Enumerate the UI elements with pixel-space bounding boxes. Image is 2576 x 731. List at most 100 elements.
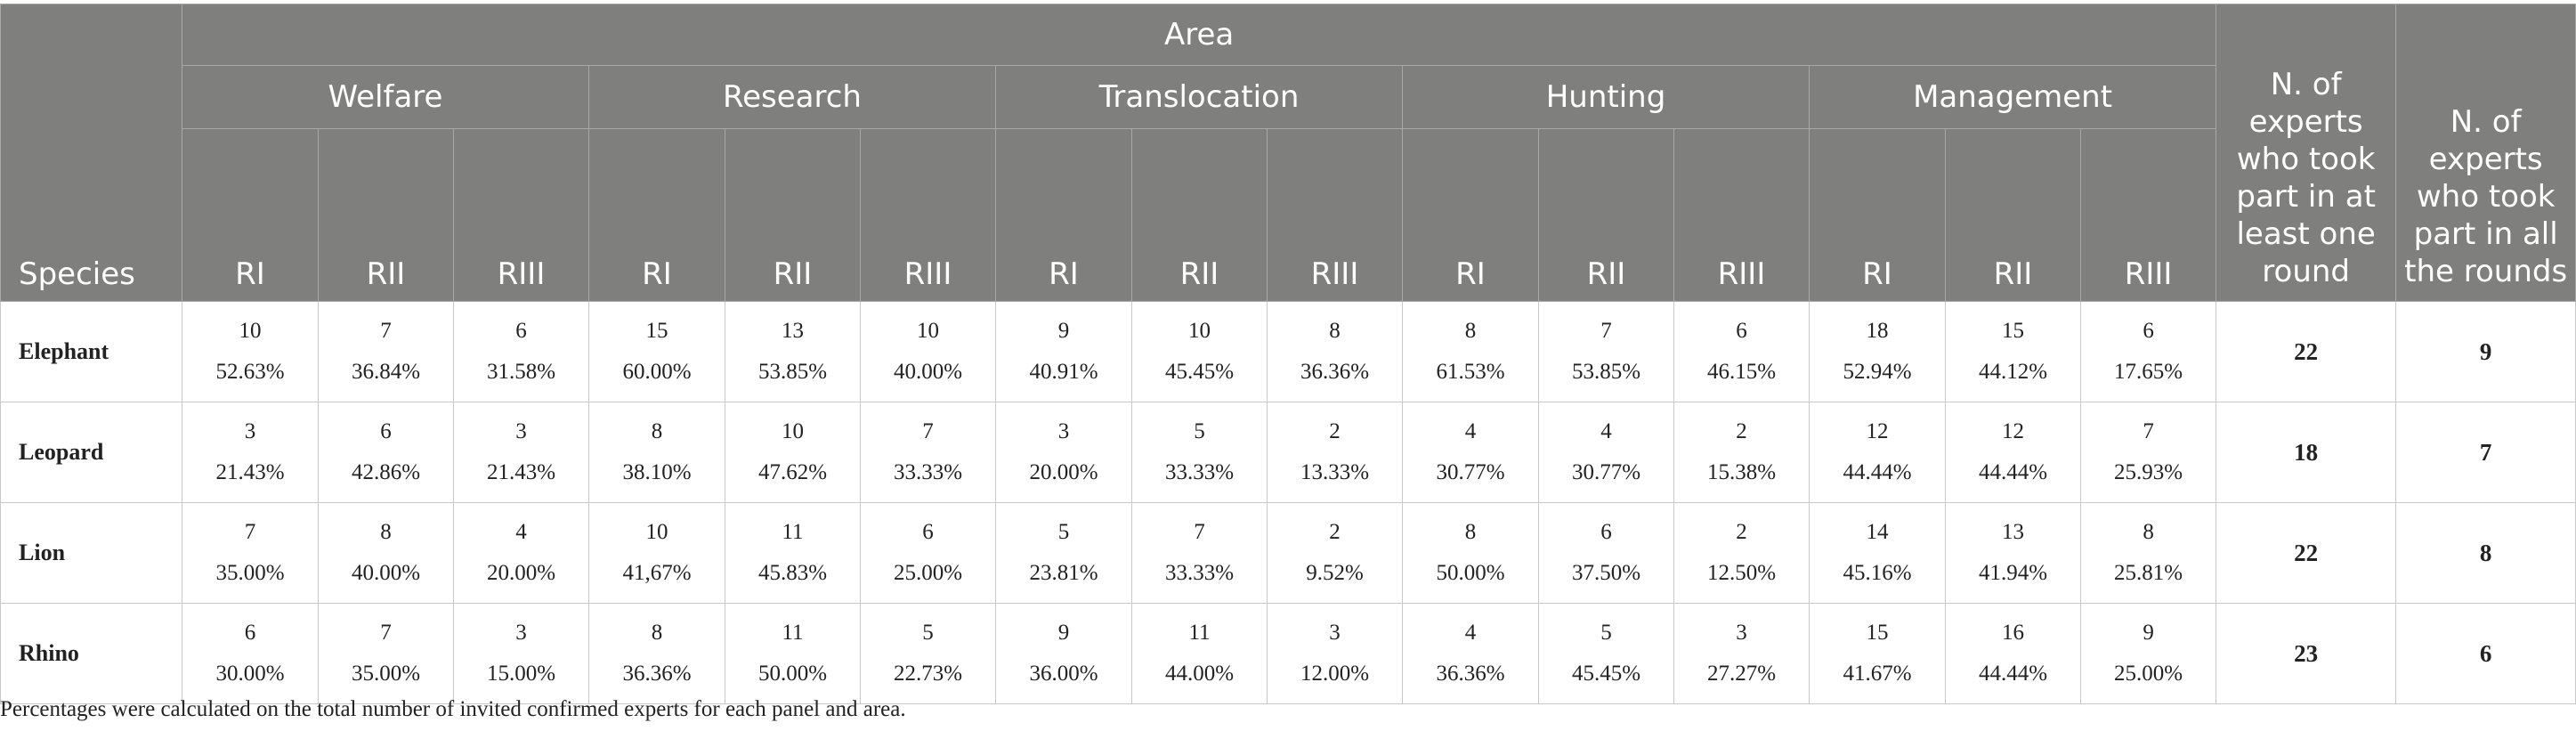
expert-count: 11 <box>782 621 804 645</box>
expert-count: 6 <box>1600 520 1612 544</box>
expert-count: 6 <box>2143 319 2154 343</box>
count-cell: 7 36.84% <box>318 301 454 402</box>
expert-count: 8 <box>651 419 663 443</box>
count-cell: 9 36.00% <box>995 603 1132 704</box>
count-cell: 11 50.00% <box>725 603 861 704</box>
expert-percentage: 31.58% <box>486 360 556 384</box>
count-cell: 2 12.50% <box>1673 502 1810 604</box>
expert-count: 10 <box>917 319 939 343</box>
count-cell: 7 33.33% <box>1131 502 1268 604</box>
expert-count: 18 <box>1866 319 1889 343</box>
table-container: Species Area N. of experts who took part… <box>0 4 2576 704</box>
expert-percentage: 21.43% <box>215 460 285 484</box>
area-group-header: Hunting <box>1402 65 1810 129</box>
expert-percentage: 52.94% <box>1843 360 1912 384</box>
count-cell: 7 35.00% <box>318 603 454 704</box>
expert-count: 13 <box>782 319 804 343</box>
count-cell: 2 9.52% <box>1267 502 1403 604</box>
expert-percentage: 40.00% <box>893 360 963 384</box>
expert-percentage: 20.00% <box>486 561 556 585</box>
expert-count: 7 <box>380 621 392 645</box>
count-cell: 8 61.53% <box>1402 301 1539 402</box>
expert-percentage: 25.81% <box>2114 561 2183 585</box>
round-header: RIII <box>2079 128 2217 302</box>
expert-count: 6 <box>244 621 256 645</box>
count-cell: 6 46.15% <box>1673 301 1810 402</box>
expert-percentage: 45.45% <box>1164 360 1235 384</box>
expert-percentage: 44.44% <box>1978 662 2048 686</box>
area-group-header: Translocation <box>995 65 1403 129</box>
count-cell: 7 53.85% <box>1538 301 1674 402</box>
expert-count: 2 <box>1329 520 1341 544</box>
expert-count: 3 <box>244 419 256 443</box>
at-least-one-count: 23 <box>2216 603 2397 704</box>
count-cell: 12 44.44% <box>1945 402 2081 503</box>
expert-percentage: 42.86% <box>351 460 421 484</box>
count-cell: 6 31.58% <box>453 301 589 402</box>
expert-count: 8 <box>1464 520 1477 544</box>
count-cell: 8 36.36% <box>588 603 725 704</box>
expert-percentage: 33.33% <box>893 460 963 484</box>
at-least-one-count: 22 <box>2216 301 2397 402</box>
expert-percentage: 15.38% <box>1706 460 1777 484</box>
all-rounds-header: N. of experts who took part in all the r… <box>2395 4 2576 302</box>
expert-count: 6 <box>1736 319 1747 343</box>
round-header: RII <box>1131 128 1268 302</box>
count-cell: 4 30.77% <box>1538 402 1674 503</box>
expert-percentage: 12.00% <box>1300 662 1370 686</box>
expert-percentage: 22.73% <box>893 662 963 686</box>
expert-count: 11 <box>782 520 804 544</box>
experts-table: Species Area N. of experts who took part… <box>0 4 2576 704</box>
count-cell: 3 21.43% <box>453 402 589 503</box>
species-header: Species <box>0 4 182 302</box>
count-cell: 13 53.85% <box>725 301 861 402</box>
expert-percentage: 40.91% <box>1029 360 1098 384</box>
expert-count: 9 <box>1057 621 1070 645</box>
expert-count: 10 <box>1188 319 1211 343</box>
round-header: RI <box>182 128 319 302</box>
expert-count: 5 <box>922 621 934 645</box>
expert-count: 5 <box>1600 621 1612 645</box>
expert-percentage: 45.16% <box>1843 561 1912 585</box>
expert-percentage: 36.36% <box>1436 662 1505 686</box>
count-cell: 3 20.00% <box>995 402 1132 503</box>
species-name: Elephant <box>0 301 182 402</box>
count-cell: 15 44.12% <box>1945 301 2081 402</box>
count-cell: 10 52.63% <box>182 301 319 402</box>
count-cell: 5 22.73% <box>860 603 996 704</box>
expert-percentage: 27.27% <box>1706 662 1777 686</box>
count-cell: 4 30.77% <box>1402 402 1539 503</box>
table-row: Elephant 10 52.63% 7 36.84% 6 31.58% 15 60.00% 13… <box>0 301 2576 402</box>
expert-count: 2 <box>1329 419 1341 443</box>
count-cell: 10 45.45% <box>1131 301 1268 402</box>
expert-count: 3 <box>1057 419 1070 443</box>
count-cell: 3 15.00% <box>453 603 589 704</box>
expert-percentage: 45.83% <box>757 561 828 585</box>
expert-count: 9 <box>1057 319 1070 343</box>
round-header: RI <box>1402 128 1539 302</box>
expert-percentage: 33.33% <box>1164 460 1235 484</box>
round-header: RIII <box>860 128 996 302</box>
expert-percentage: 36.84% <box>351 360 421 384</box>
expert-percentage: 44.12% <box>1978 360 2048 384</box>
count-cell: 10 47.62% <box>725 402 861 503</box>
count-cell: 18 52.94% <box>1809 301 1946 402</box>
count-cell: 4 20.00% <box>453 502 589 604</box>
expert-percentage: 50.00% <box>1436 561 1505 585</box>
area-header: Area <box>181 4 2217 66</box>
expert-count: 8 <box>380 520 392 544</box>
count-cell: 5 33.33% <box>1131 402 1268 503</box>
at-least-one-count: 18 <box>2216 402 2397 503</box>
species-name: Rhino <box>0 603 182 704</box>
at-least-one-count: 22 <box>2216 502 2397 604</box>
count-cell: 10 41,67% <box>588 502 725 604</box>
all-rounds-count: 9 <box>2395 301 2576 402</box>
count-cell: 3 12.00% <box>1267 603 1403 704</box>
species-name: Lion <box>0 502 182 604</box>
expert-count: 15 <box>2002 319 2024 343</box>
expert-percentage: 37.50% <box>1571 561 1641 585</box>
round-header: RI <box>588 128 725 302</box>
round-header: RIII <box>453 128 589 302</box>
expert-percentage: 35.00% <box>351 662 421 686</box>
table-row: Lion 7 35.00% 8 40.00% 4 20.00% 10 41,67% 11 45.83… <box>0 502 2576 604</box>
